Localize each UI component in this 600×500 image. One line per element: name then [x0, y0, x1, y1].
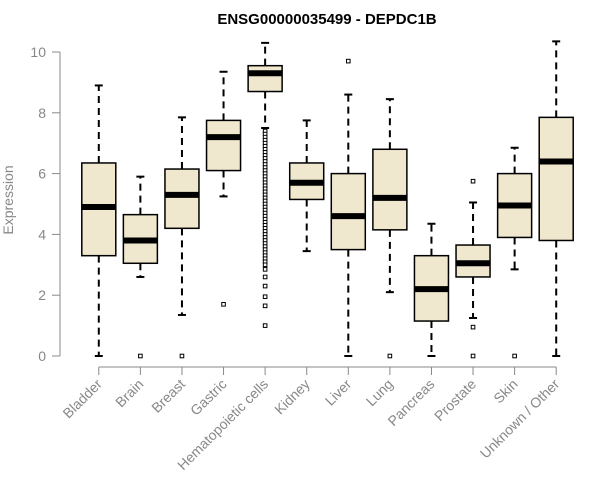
y-tick-label: 0 [38, 348, 46, 364]
iqr-box [247, 64, 283, 93]
outlier-point [470, 353, 476, 359]
outlier-point [262, 303, 268, 309]
x-tick-label: Prostate [431, 376, 479, 424]
box-pancreas [413, 222, 450, 357]
iqr-box [330, 172, 367, 251]
outlier-point [179, 353, 185, 359]
box-prostate [455, 178, 491, 359]
outlier-point [512, 353, 517, 359]
outlier-point [138, 353, 143, 359]
iqr-box [164, 168, 200, 230]
box-unknown-other [538, 40, 574, 357]
y-tick-label: 4 [38, 226, 46, 242]
outlier-point [221, 302, 226, 307]
outlier-point [262, 267, 268, 272]
box-bladder [81, 84, 117, 357]
box-brain [122, 175, 159, 359]
box-skin [496, 146, 533, 359]
x-tick-label: Kidney [271, 376, 313, 418]
iqr-box [372, 148, 408, 231]
outlier-point [262, 283, 268, 289]
outlier-point [262, 274, 268, 280]
iqr-box [205, 119, 242, 172]
box-hematopoietic-cells [247, 41, 283, 328]
outlier-point [470, 324, 476, 330]
iqr-box [538, 116, 574, 242]
outlier-point [345, 58, 351, 64]
y-tick-label: 10 [30, 44, 46, 60]
y-axis-label: Expression [0, 165, 16, 234]
box-lung [372, 98, 408, 359]
x-tick-label: Skin [490, 376, 521, 407]
x-tick-label: Lung [363, 376, 396, 409]
box-gastric [205, 70, 242, 307]
x-tick-label: Bladder [59, 376, 105, 422]
y-axis: 0 2 4 6 8 10 [30, 44, 61, 364]
box-liver [330, 58, 367, 357]
outlier-point [387, 353, 393, 359]
chart-title: ENSG00000035499 - DEPDC1B [217, 11, 436, 28]
y-tick-label: 2 [38, 287, 46, 303]
box-breast [164, 116, 200, 359]
x-tick-label: Liver [322, 376, 355, 409]
boxes-group [81, 40, 574, 359]
outlier-point [262, 323, 268, 328]
outlier-point [470, 178, 476, 184]
box-kidney [288, 119, 325, 253]
x-tick-label: Unknown / Other [477, 376, 563, 462]
y-tick-label: 6 [38, 166, 46, 182]
outlier-point [262, 294, 268, 300]
x-tick-label: Breast [148, 376, 188, 416]
y-tick-label: 8 [38, 105, 46, 121]
x-tick-label: Brain [112, 376, 146, 410]
outlier-point [262, 262, 268, 268]
